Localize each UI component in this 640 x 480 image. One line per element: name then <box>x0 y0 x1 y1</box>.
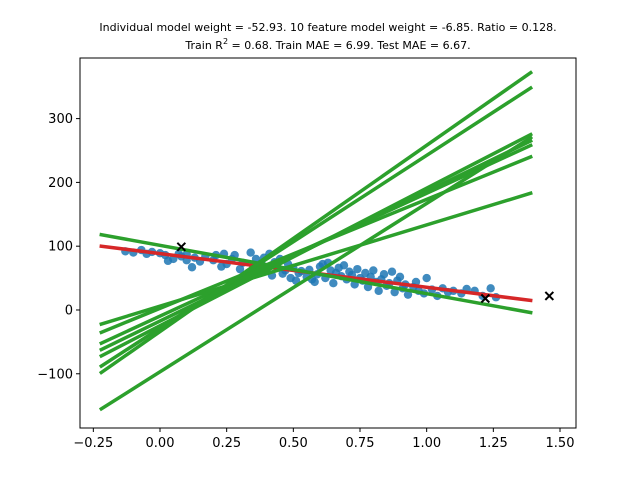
test-marker-stroke <box>480 293 491 304</box>
model-line <box>98 135 534 412</box>
plot-area <box>98 70 555 412</box>
test-marker-stroke <box>176 242 187 252</box>
x-tick-label: −0.25 <box>73 436 113 451</box>
model-line <box>98 85 534 369</box>
y-axis: −100 0 100 200 300 <box>37 112 80 382</box>
x-axis: −0.25 0.00 0.25 0.50 0.75 1.00 1.25 1.50 <box>73 428 574 451</box>
x-tick-label: 0.50 <box>279 436 308 451</box>
data-point <box>339 261 349 270</box>
chart-title-line-1: Individual model weight = -52.93. 10 fea… <box>99 21 556 34</box>
data-point <box>246 248 255 257</box>
data-point <box>395 272 405 282</box>
data-point <box>379 270 389 279</box>
data-point <box>403 290 413 299</box>
data-point <box>353 264 362 274</box>
y-tick-label: 100 <box>48 240 73 255</box>
y-tick-label: 200 <box>48 176 73 191</box>
test-point-marker <box>176 242 187 252</box>
x-tick-label: 0.75 <box>346 436 375 451</box>
data-point <box>369 266 378 275</box>
data-point <box>235 264 245 274</box>
test-marker-stroke <box>544 291 555 301</box>
x-tick-label: 1.25 <box>479 436 508 451</box>
y-tick-label: 0 <box>65 303 73 318</box>
x-tick-label: 1.50 <box>546 436 575 451</box>
data-point <box>187 263 197 272</box>
chart-title-line-2: Train R2 = 0.68. Train MAE = 6.99. Test … <box>184 37 470 52</box>
data-point <box>310 277 319 287</box>
x-tick-label: 0.25 <box>212 436 241 451</box>
title-line-2-prefix: Train R <box>184 39 223 52</box>
y-tick-label: −100 <box>37 367 73 382</box>
y-tick-label: 300 <box>48 112 73 127</box>
test-point-marker <box>544 291 555 301</box>
x-tick-label: 1.00 <box>412 436 441 451</box>
data-point <box>486 284 495 293</box>
title-line-2-suffix: = 0.68. Train MAE = 6.99. Test MAE = 6.6… <box>228 39 471 52</box>
model-line <box>98 70 534 375</box>
data-point <box>422 273 431 283</box>
data-point <box>374 286 383 296</box>
title-line-2-superscript: 2 <box>223 37 228 46</box>
x-tick-label: 0.00 <box>146 436 175 451</box>
data-point <box>329 278 338 288</box>
test-point-marker <box>480 293 491 304</box>
axes-frame <box>79 57 577 429</box>
data-point <box>387 267 397 276</box>
